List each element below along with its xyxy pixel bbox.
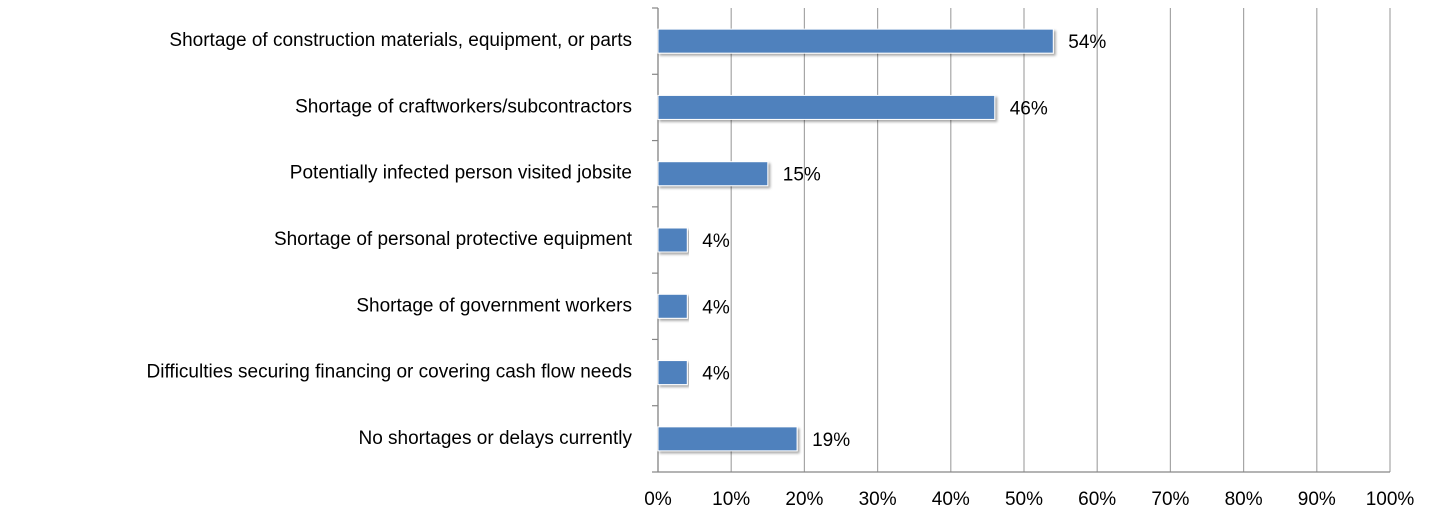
y-tick-label: Shortage of construction materials, equi…: [169, 30, 632, 51]
data-label: 4%: [702, 364, 730, 385]
bar: [657, 426, 798, 452]
x-tick-label: 90%: [1298, 489, 1336, 510]
data-label: 15%: [783, 165, 821, 186]
bar: [657, 293, 688, 319]
y-tick-label: No shortages or delays currently: [358, 428, 632, 449]
bar: [657, 227, 688, 253]
x-tick-label: 70%: [1151, 489, 1189, 510]
data-label: 4%: [702, 231, 730, 252]
x-tick-label: 30%: [859, 489, 897, 510]
x-tick-label: 20%: [785, 489, 823, 510]
bar: [657, 360, 688, 386]
x-tick-label: 40%: [932, 489, 970, 510]
data-label: 54%: [1068, 32, 1106, 53]
y-tick-label: Difficulties securing financing or cover…: [147, 362, 632, 383]
x-tick-label: 50%: [1005, 489, 1043, 510]
data-label: 46%: [1010, 98, 1048, 119]
y-tick-label: Shortage of personal protective equipmen…: [274, 229, 633, 250]
x-tick-label: 10%: [712, 489, 750, 510]
bar: [657, 94, 996, 120]
bar: [657, 161, 769, 187]
y-tick-label: Potentially infected person visited jobs…: [290, 163, 632, 184]
x-tick-label: 100%: [1366, 489, 1415, 510]
y-tick-label: Shortage of government workers: [356, 295, 632, 316]
bar: [657, 28, 1054, 54]
y-tick-label: Shortage of craftworkers/subcontractors: [295, 96, 632, 117]
x-tick-label: 80%: [1225, 489, 1263, 510]
data-label: 19%: [812, 430, 850, 451]
x-tick-label: 60%: [1078, 489, 1116, 510]
x-tick-label: 0%: [644, 489, 672, 510]
data-label: 4%: [702, 297, 730, 318]
